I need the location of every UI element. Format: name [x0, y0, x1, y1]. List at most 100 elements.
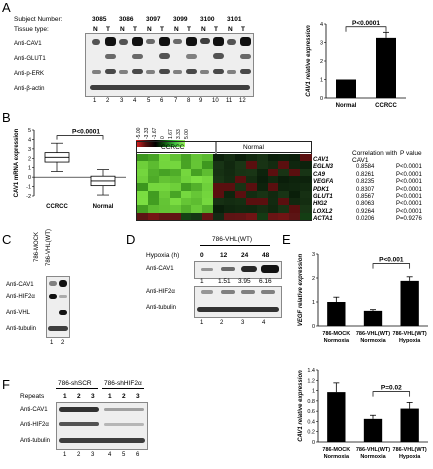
heatmap-cell	[267, 154, 279, 162]
heatmap-cell	[158, 183, 171, 192]
heatmap-cell	[224, 198, 236, 206]
heatmap-cell	[256, 212, 268, 221]
d-time-4: 48	[262, 252, 270, 259]
gene-egln3: EGLN3	[313, 164, 334, 171]
heatmap-cell	[180, 198, 192, 206]
pval-pdk1: P<0.0001	[396, 186, 422, 193]
scale-tick-3: -1.67	[152, 127, 158, 139]
heatmap-cell	[180, 161, 192, 170]
x-label-3: 786-VHL(WT)	[393, 447, 427, 453]
heatmap-cell	[169, 161, 181, 170]
x-label-1: 786-MOCK	[322, 331, 350, 337]
a-cav1-bar-chart: 0 1 2 3 4 Normal CCRCC CAV1 relative expression…	[306, 20, 406, 109]
f-repeat-5: 2	[122, 393, 126, 400]
d-lane-1: 1	[200, 320, 204, 326]
pval-loxl2: P<0.0001	[396, 208, 422, 215]
gene-pdk1: PDK1	[313, 186, 330, 193]
heatmap-cell	[137, 212, 149, 221]
c-western-blot	[46, 276, 70, 338]
heatmap-cell	[213, 176, 225, 184]
heatmap-cell	[234, 168, 247, 177]
a-subject-1: 3085	[92, 16, 107, 23]
heatmap-cell	[169, 183, 181, 192]
heatmap-cell	[245, 198, 258, 206]
heatmap-cell	[169, 176, 181, 184]
heatmap-cell	[180, 168, 192, 177]
a-row-label-actin: Anti-β-actin	[14, 86, 45, 92]
heatmap-cell	[137, 198, 149, 206]
significance-label: P<0.0001	[352, 20, 380, 27]
pval-hig2: P<0.0001	[396, 201, 422, 208]
a-subject-5: 3100	[200, 16, 215, 23]
f-row-cav1: Anti-CAV1	[20, 407, 48, 413]
heatmap-cell	[234, 205, 247, 214]
gene-ca9: CA9	[313, 171, 326, 178]
heatmap-cell	[213, 190, 225, 199]
y-tick-label: 4	[320, 22, 323, 28]
d-blot-cav1	[194, 261, 282, 279]
significance-label: P<0.001	[379, 257, 404, 264]
x-label-2: CCRCC	[375, 103, 397, 109]
heatmap-cell	[267, 183, 279, 192]
heatmap-cell	[256, 176, 268, 184]
heatmap-cell	[289, 161, 301, 170]
y-tick-label: -2	[26, 194, 31, 200]
c-row-tubulin: Anti-tubulin	[6, 326, 37, 332]
c-row-cav1: Anti-CAV1	[6, 282, 34, 288]
y-tick-label: 2	[320, 59, 323, 65]
heatmap-cell	[267, 190, 279, 199]
a-tissue-10: T	[214, 26, 218, 33]
scale-tick-6: 3.33	[176, 129, 182, 139]
heatmap-cell	[278, 161, 290, 170]
a-subject-6: 3101	[227, 16, 242, 23]
heatmap-cell	[278, 176, 290, 184]
heatmap-cell	[289, 154, 301, 162]
f-western-blot	[56, 402, 148, 450]
a-lane-4: 4	[133, 98, 137, 104]
a-tissue-9: N	[201, 26, 206, 33]
gene-cav1: CAV1	[313, 157, 329, 163]
heatmap-cell	[191, 183, 203, 192]
y-tick-label: 0	[312, 440, 315, 446]
a-subject-3: 3097	[146, 16, 161, 23]
heatmap-cell	[289, 176, 301, 184]
heatmap-cell	[169, 190, 181, 199]
heatmap-cell	[267, 161, 279, 170]
heatmap-cell	[256, 168, 268, 177]
pvalue-header: P value	[400, 150, 422, 157]
a-tissue-5: N	[147, 26, 152, 33]
f-group-shhif2a: 786-shHIF2α	[104, 380, 142, 387]
heatmap-cell	[169, 198, 181, 206]
a-lane-5: 5	[147, 98, 151, 104]
c-row-hif2a: Anti-HIF2α	[6, 294, 35, 300]
heatmap-cell	[158, 154, 171, 162]
heatmap-cell	[202, 212, 214, 221]
a-row-label-perk: Anti-p-ERK	[14, 71, 45, 77]
heatmap-cell	[224, 183, 236, 192]
heatmap-cell	[267, 168, 279, 177]
a-tissue-12: T	[241, 26, 245, 33]
heatmap-cell	[278, 183, 290, 192]
heatmap-cell	[245, 176, 258, 184]
heatmap-cell	[169, 154, 181, 162]
c-col-vhl: 786-VHL(WT)	[46, 228, 52, 266]
heatmap-cell	[267, 198, 279, 206]
scale-tick-4: 0	[160, 136, 166, 139]
y-tick-label: 1	[28, 166, 31, 172]
a-tissue-11: N	[228, 26, 233, 33]
y-tick-label: 1.2	[307, 378, 315, 384]
heatmap-cell	[224, 190, 236, 199]
a-tissue-7: N	[174, 26, 179, 33]
gene-vegfa: VEGFA	[313, 179, 334, 186]
pval-glut1: P<0.0001	[396, 194, 422, 200]
x-label-3: 786-VHL(WT)	[393, 331, 427, 337]
c-col-mock: 786-MOCK	[34, 231, 40, 262]
e-vegf-bar-chart: 0123786-MOCKNormoxia786-VHL(WT)Normoxia7…	[298, 252, 428, 344]
y-tick-label: 2	[28, 156, 31, 162]
heatmap-cell	[158, 176, 171, 184]
heatmap-cell	[202, 190, 214, 199]
y-tick-label: 4	[28, 137, 31, 143]
a-lane-7: 7	[174, 98, 178, 104]
heatmap-cell	[147, 190, 160, 199]
d-hypoxia-label: Hypoxia (h)	[146, 252, 180, 259]
